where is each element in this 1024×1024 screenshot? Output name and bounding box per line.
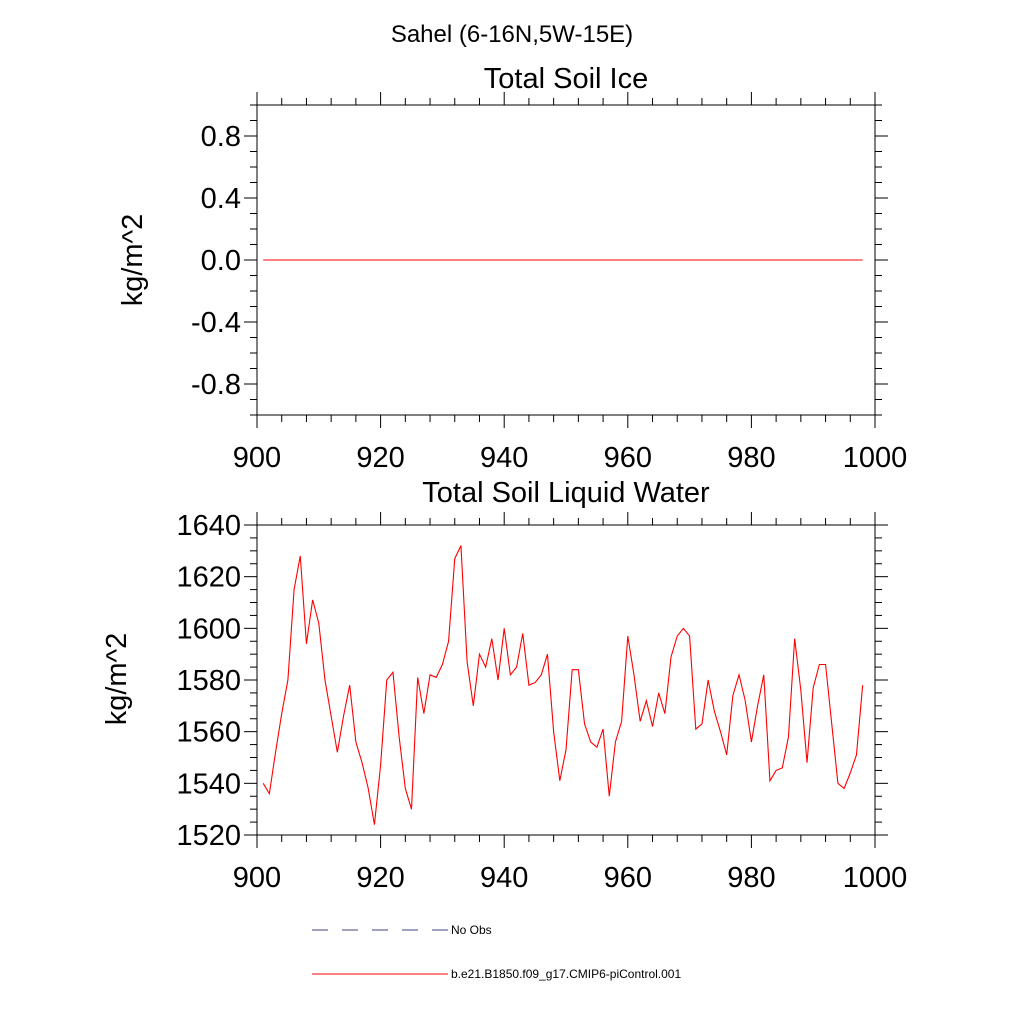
x-tick-label: 980 [727, 442, 775, 474]
y-tick-label: 1640 [176, 510, 241, 542]
y-axis-label: kg/m^2 [101, 633, 133, 726]
y-tick-label: 0.4 [201, 183, 241, 215]
figure-suptitle: Sahel (6-16N,5W-15E) [391, 21, 633, 48]
x-tick-label: 940 [480, 862, 528, 894]
legend: No Obs b.e21.B1850.f09_g17.CMIP6-piContr… [312, 923, 681, 981]
x-tick-label: 1000 [843, 862, 908, 894]
y-tick-label: 1580 [176, 665, 241, 697]
x-tick-label: 1000 [843, 442, 908, 474]
y-tick-label: -0.4 [191, 307, 241, 339]
plot-frame [256, 524, 876, 836]
x-tick-label: 900 [233, 862, 281, 894]
x-tick-label: 980 [727, 862, 775, 894]
y-tick-label: 0.0 [201, 245, 241, 277]
x-tick-label: 920 [356, 442, 404, 474]
x-tick-label: 900 [233, 442, 281, 474]
panel-total-soil-liquid-water: Total Soil Liquid Water kg/m^2 900 920 940… [101, 477, 907, 894]
y-tick-label: 1620 [176, 562, 241, 594]
y-tick-label: -0.8 [191, 369, 241, 401]
x-tick-label: 940 [480, 442, 528, 474]
y-tick-label: 1540 [176, 768, 241, 800]
series-line [262, 545, 864, 825]
x-tick-label: 960 [604, 442, 652, 474]
legend-label-no-obs: No Obs [451, 923, 492, 937]
panel-total-soil-ice: Total Soil Ice kg/m^2 900 920 940 960 980 100… [117, 63, 907, 474]
y-axis-label: kg/m^2 [117, 214, 149, 307]
x-tick-label: 960 [604, 862, 652, 894]
y-tick-label: 1520 [176, 820, 241, 852]
chart-title: Total Soil Liquid Water [422, 477, 710, 509]
y-tick-label: 1560 [176, 717, 241, 749]
chart-title: Total Soil Ice [484, 63, 648, 95]
legend-label-picontrol: b.e21.B1850.f09_g17.CMIP6-piControl.001 [451, 967, 681, 981]
x-tick-label: 920 [356, 862, 404, 894]
y-tick-label: 1600 [176, 613, 241, 645]
y-tick-label: 0.8 [201, 121, 241, 153]
